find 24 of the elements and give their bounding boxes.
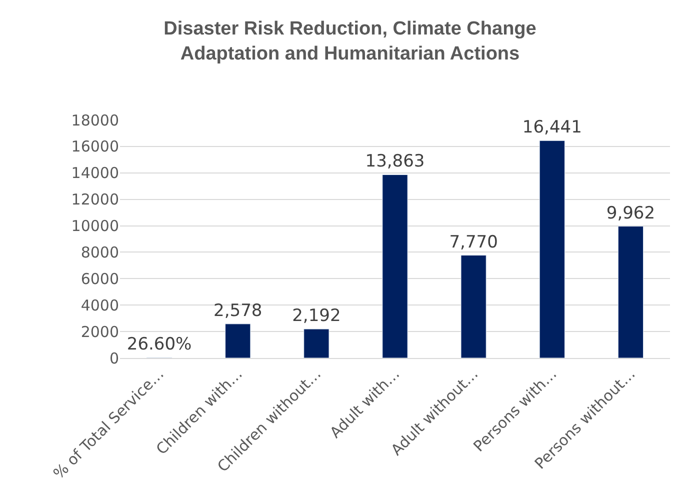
y-tick-label: 12000 [71,190,119,209]
bar [618,226,644,358]
y-tick-label: 0 [109,349,119,368]
y-tick-label: 8000 [80,243,119,262]
data-label: 26.60% [126,334,192,355]
data-label: 2,578 [214,300,262,321]
y-tick-label: 6000 [80,270,119,288]
bar [539,140,565,358]
data-label: 16,441 [522,118,582,138]
data-label: 7,770 [449,232,498,252]
data-label: 13,863 [365,152,425,172]
bar [460,255,486,358]
y-tick-label: 10000 [71,217,119,236]
y-tick-label: 14000 [71,164,119,182]
data-label: 9,962 [606,203,656,224]
y-tick-label: 18000 [71,111,119,130]
bar [304,328,330,358]
chart-title: Disaster Risk Reduction, Climate Change Adaptation and Humanitarian Actions [164,18,536,64]
bar [225,324,251,358]
y-tick-label: 16000 [71,138,119,156]
y-tick-label: 4000 [80,296,119,314]
data-label: 2,192 [292,306,341,326]
bar [382,174,408,358]
y-tick-label: 2000 [80,322,119,341]
